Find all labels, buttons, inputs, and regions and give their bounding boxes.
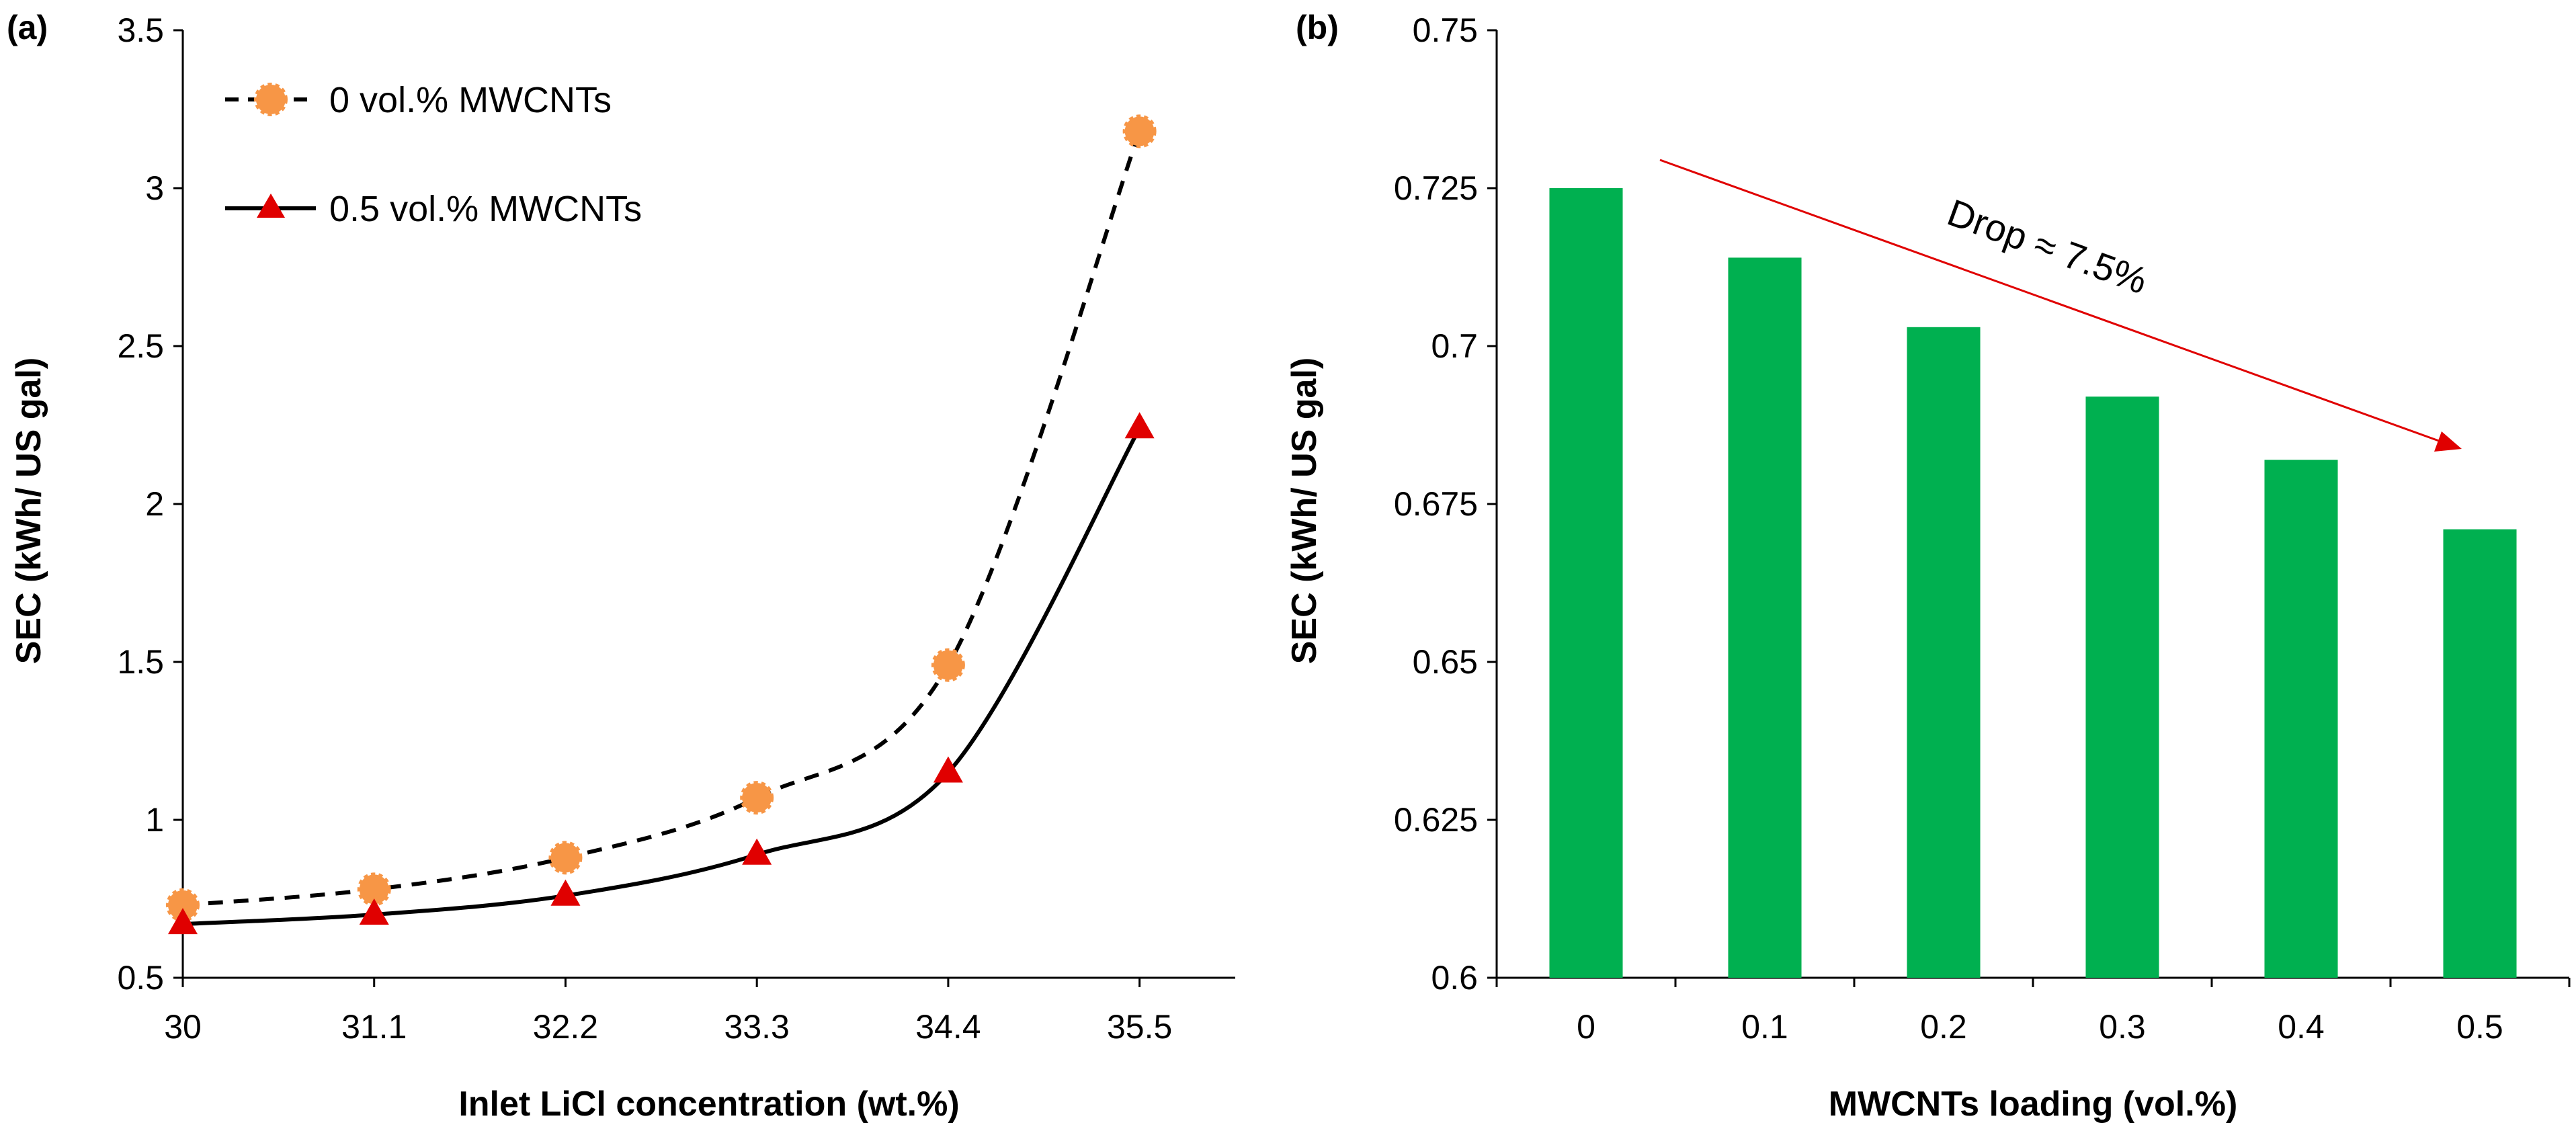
data-point-series-0 [931, 648, 965, 682]
y-tick-label: 0.7 [1431, 327, 1478, 365]
data-point-series-0 [1122, 114, 1157, 149]
x-tick-label: 31.1 [341, 1008, 407, 1046]
y-tick-label: 0.6 [1431, 959, 1478, 997]
bar [1907, 327, 1981, 978]
data-point-series-1 [359, 898, 389, 925]
chart-b-axes [1495, 30, 2569, 979]
bar [2264, 460, 2338, 978]
legend-marker-1 [257, 194, 285, 218]
annotation-text: Drop ≈ 7.5% [1942, 191, 2153, 302]
y-tick-label: 1.5 [117, 643, 164, 681]
data-point-series-0 [740, 781, 774, 815]
legend-marker-0 [254, 83, 288, 116]
y-tick-label: 0.5 [117, 959, 164, 997]
chart-b-x-label: MWCNTs loading (vol.%) [1829, 1085, 2238, 1124]
series-line-1 [182, 427, 1142, 927]
panel-label-a: (a) [7, 9, 48, 46]
x-tick-label: 0.4 [2278, 1008, 2325, 1046]
chart-a: (a) 0.5 1 1.5 2 2.5 3 3.5 30 31.1 32.2 33.3 34.4 35… [7, 9, 1235, 1124]
x-tick-label: 0.5 [2456, 1008, 2503, 1046]
data-point-series-1 [550, 879, 581, 906]
data-point-series-1 [742, 838, 772, 865]
y-tick-label: 0.625 [1394, 801, 1478, 839]
bar [1728, 257, 1802, 978]
trend-arrow-head [2434, 431, 2462, 452]
x-tick-label: 32.2 [533, 1008, 598, 1046]
data-point-series-1 [1124, 412, 1155, 439]
legend-label-0: 0 vol.% MWCNTs [329, 80, 612, 120]
x-tick-label: 33.3 [724, 1008, 790, 1046]
x-tick-label: 0.2 [1920, 1008, 1967, 1046]
chart-a-x-label: Inlet LiCl concentration (wt.%) [458, 1085, 959, 1124]
data-point-series-0 [548, 841, 583, 875]
chart-a-y-label: SEC (kWh/ US gal) [9, 358, 48, 664]
y-tick-label: 3.5 [117, 11, 164, 49]
y-tick-label: 1 [145, 801, 164, 839]
x-tick-label: 35.5 [1107, 1008, 1172, 1046]
y-tick-label: 0.75 [1413, 11, 1478, 49]
chart-a-legend: 0 vol.% MWCNTs 0.5 vol.% MWCNTs [225, 80, 642, 229]
y-tick-label: 2.5 [117, 327, 164, 365]
y-tick-label: 0.675 [1394, 485, 1478, 523]
panel-label-b: (b) [1296, 9, 1339, 46]
chart-a-axes [181, 30, 1235, 979]
y-tick-label: 3 [145, 169, 164, 207]
x-tick-label: 34.4 [915, 1008, 981, 1046]
series-line-0 [182, 130, 1142, 907]
bar [2443, 529, 2517, 978]
legend-label-1: 0.5 vol.% MWCNTs [329, 189, 642, 229]
chart-b: (b) 0.6 0.625 0.65 0.675 0.7 0.725 0.75 0 0.1 0.… [1285, 9, 2571, 1124]
bar [2085, 396, 2159, 978]
x-tick-label: 30 [164, 1008, 202, 1046]
data-point-series-1 [168, 908, 198, 935]
y-tick-label: 2 [145, 485, 164, 523]
bar [1549, 188, 1623, 978]
x-tick-label: 0.3 [2099, 1008, 2146, 1046]
x-tick-label: 0 [1577, 1008, 1595, 1046]
x-tick-label: 0.1 [1741, 1008, 1788, 1046]
data-point-series-1 [933, 756, 963, 783]
trend-arrow-line [1659, 159, 2447, 445]
chart-b-y-label: SEC (kWh/ US gal) [1285, 358, 1324, 664]
y-tick-label: 0.65 [1413, 643, 1478, 681]
y-tick-label: 0.725 [1394, 169, 1478, 207]
